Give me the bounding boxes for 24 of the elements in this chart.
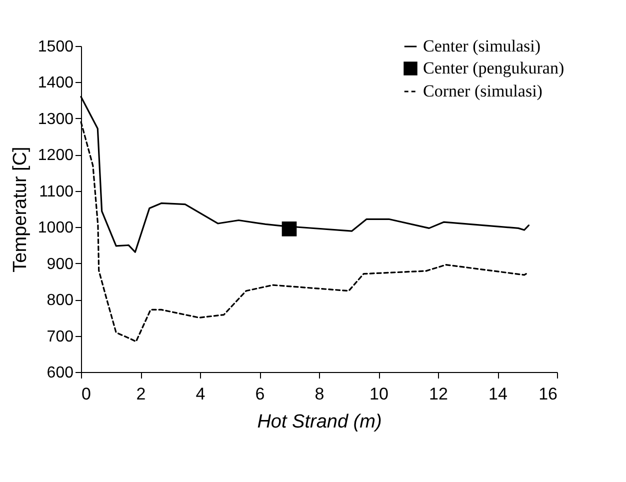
y-tick-label: 800 (46, 292, 74, 310)
y-tick-label: 1200 (38, 147, 74, 164)
y-tick-label: 900 (46, 256, 74, 273)
x-tick-label: 14 (488, 384, 508, 404)
legend-label: Center (pengukuran) (423, 58, 564, 78)
y-tick-label: 1300 (38, 110, 74, 128)
y-tick-label: 1400 (38, 74, 74, 92)
y-axis-title: Temperatur [C] (10, 146, 31, 272)
y-tick-label: 1000 (38, 220, 74, 237)
x-tick-label: 6 (255, 384, 265, 404)
x-tick-label: 16 (538, 384, 558, 404)
x-tick-label: 10 (370, 384, 388, 404)
y-tick-label: 1100 (39, 183, 74, 200)
x-tick-label: 4 (196, 384, 206, 404)
y-tick-label: 600 (46, 364, 74, 382)
legend-label: Center (simulasi) (423, 36, 541, 56)
y-tick-label: 700 (46, 328, 74, 346)
x-axis-title: Hot Strand (m) (257, 412, 382, 432)
legend-label: Corner (simulasi) (423, 82, 542, 100)
y-tick-label: 1500 (38, 38, 74, 56)
x-tick-label: 0 (82, 384, 91, 404)
x-tick-label: 8 (314, 384, 324, 404)
x-tick-label: 2 (136, 384, 146, 404)
x-tick-label: 12 (429, 384, 448, 404)
